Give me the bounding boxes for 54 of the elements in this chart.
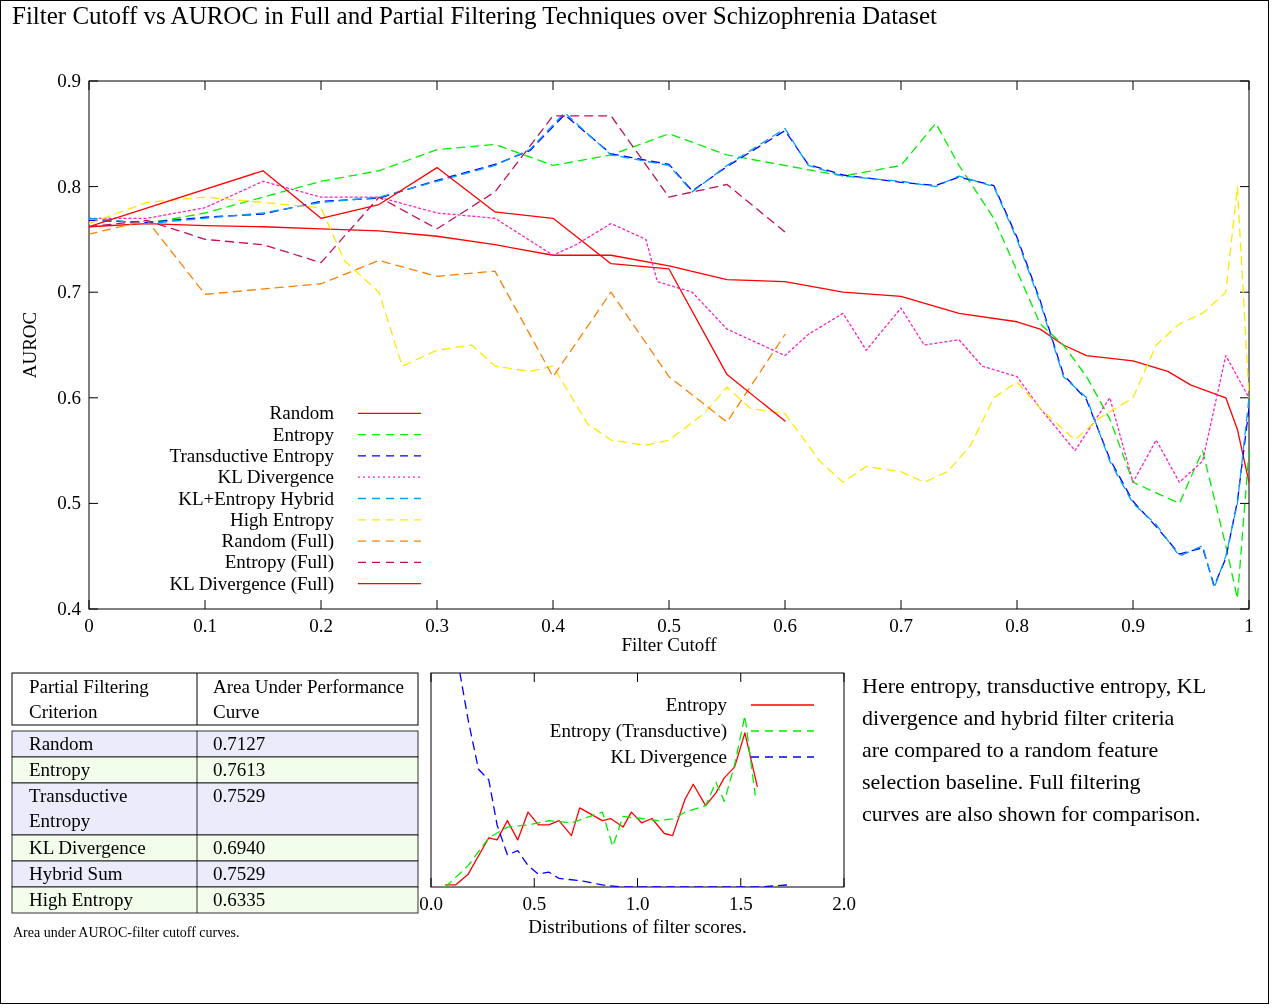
x-tick-label: 0.1 (193, 615, 217, 636)
x-tick-label: 1.0 (625, 893, 650, 914)
x-tick-label: 0.9 (1121, 615, 1145, 636)
category-label: Entropy (29, 759, 91, 780)
y-tick-label: 0.8 (57, 175, 81, 197)
legend-label: Random (Full) (221, 530, 334, 553)
legend-label: Random (269, 402, 335, 424)
x-tick-label: 2.0 (832, 893, 856, 914)
x-tick-label: 0.5 (522, 893, 547, 914)
x-tick-label: 1 (1244, 615, 1254, 636)
x-tick-label: 0.2 (309, 615, 333, 636)
x-tick-label: 0 (84, 615, 94, 636)
text: 0.6335 (213, 889, 266, 910)
text: 0.7127 (213, 733, 266, 754)
legend-label: High Entropy (230, 508, 335, 530)
x-tick-label: 1.5 (728, 893, 753, 914)
legend-label: KL Divergence (217, 466, 334, 488)
text: Area under AUROC-filter cutoff curves. (13, 925, 240, 940)
text: Area Under Performance Curve (213, 676, 404, 722)
legend-label: KL Divergence (Full) (169, 572, 334, 595)
x-tick-label: 0.0 (419, 893, 443, 914)
text: 0.6940 (213, 837, 266, 858)
chart-title: Filter Cutoff vs AUROC in Full and Partial Filtering Techniques over Schizophrenia Dataset (12, 2, 938, 29)
legend-label: KL+Entropy Hybrid (178, 487, 335, 509)
category-label: Random (29, 733, 94, 754)
text: 0.7613 (213, 759, 266, 780)
x-axis-title: Filter Cutoff (621, 634, 718, 655)
category-label: Transductive Entropy (29, 785, 128, 831)
legend-label: Entropy (272, 423, 335, 445)
text: 0.7529 (213, 785, 266, 806)
text: Here entropy, transductive entropy, KL divergence and hybrid filter criteria are compared to a random feature selection baseline. Full filtering curves are also shown for comparison. (862, 673, 1207, 826)
x-tick-label: 0.4 (541, 615, 566, 636)
legend-label: Entropy (665, 694, 728, 715)
y-tick-label: 0.4 (57, 598, 82, 619)
legend-label: KL Divergence (610, 746, 727, 767)
legend-label: Entropy (Full) (224, 551, 334, 574)
x-tick-label: 0.8 (1005, 615, 1029, 636)
text: Partial Filtering Criterion (29, 676, 150, 722)
text: 0.7529 (213, 863, 266, 884)
y-tick-label: 0.7 (57, 281, 81, 303)
category-label: KL Divergence (29, 837, 146, 858)
x-axis-title: Distributions of filter scores. (528, 916, 747, 937)
x-tick-label: 0.3 (425, 615, 449, 636)
x-tick-label: 0.5 (657, 615, 681, 636)
legend-label: Transductive Entropy (169, 444, 335, 466)
y-tick-label: 0.9 (57, 70, 81, 91)
x-tick-label: 0.6 (773, 615, 797, 636)
x-tick-label: 0.7 (889, 615, 913, 636)
y-axis-title: AUROC (19, 311, 40, 379)
category-label: Hybrid Sum (29, 863, 123, 884)
legend-label: Entropy (Transductive) (549, 720, 727, 742)
y-tick-label: 0.5 (57, 492, 81, 514)
y-tick-label: 0.6 (57, 386, 81, 408)
category-label: High Entropy (29, 889, 134, 910)
